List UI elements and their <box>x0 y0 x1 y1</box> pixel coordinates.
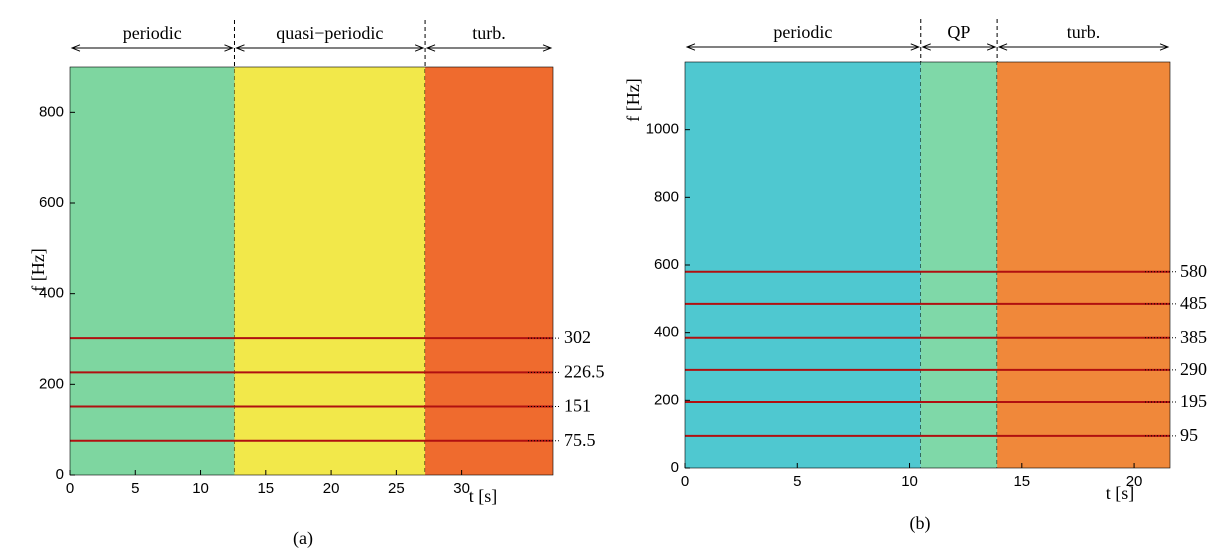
annotation-label: 580 <box>1180 261 1207 281</box>
annotation-label: 385 <box>1180 327 1207 347</box>
region-label: turb. <box>1067 22 1101 42</box>
x-tick-label: 20 <box>323 480 340 497</box>
y-axis-label: f [Hz] <box>623 78 643 121</box>
region-fill <box>997 62 1170 468</box>
caption: (b) <box>910 513 931 534</box>
region-label: QP <box>947 22 970 42</box>
region-fill <box>685 62 921 468</box>
annotation-label: 151 <box>564 396 591 416</box>
region-label: periodic <box>123 23 182 43</box>
x-tick-label: 15 <box>1013 473 1030 490</box>
y-tick-label: 200 <box>654 391 679 408</box>
y-tick-label: 0 <box>671 459 679 476</box>
y-tick-label: 400 <box>39 285 64 302</box>
y-tick-label: 200 <box>39 375 64 392</box>
x-tick-label: 5 <box>131 480 139 497</box>
x-tick-label: 0 <box>66 480 74 497</box>
region-label: periodic <box>773 22 832 42</box>
annotation-label: 195 <box>1180 391 1207 411</box>
y-tick-label: 400 <box>654 324 679 341</box>
x-tick-label: 0 <box>681 473 689 490</box>
x-tick-label: 25 <box>388 480 405 497</box>
y-tick-label: 0 <box>56 466 64 483</box>
annotation-label: 226.5 <box>564 361 605 381</box>
x-tick-label: 5 <box>793 473 801 490</box>
annotation-label: 485 <box>1180 293 1207 313</box>
x-tick-label: 20 <box>1126 473 1143 490</box>
annotation-label: 302 <box>564 327 591 347</box>
plot-frame <box>69 66 554 476</box>
y-tick-label: 800 <box>654 188 679 205</box>
x-tick-label: 10 <box>192 480 209 497</box>
region-label: quasi−periodic <box>276 23 383 43</box>
y-tick-label: 600 <box>39 194 64 211</box>
y-tick-label: 600 <box>654 256 679 273</box>
x-tick-label: 30 <box>453 480 470 497</box>
x-tick-label: 10 <box>901 473 918 490</box>
x-axis-label: t [s] <box>469 486 498 506</box>
annotation-label: 95 <box>1180 425 1198 445</box>
y-tick-label: 800 <box>39 103 64 120</box>
region-fill <box>234 67 426 475</box>
y-tick-label: 1000 <box>646 121 679 138</box>
region-label: turb. <box>472 23 506 43</box>
y-axis-label: f [Hz] <box>28 248 48 291</box>
region-fill <box>425 67 553 475</box>
annotation-label: 75.5 <box>564 430 596 450</box>
x-tick-label: 15 <box>257 480 274 497</box>
annotation-label: 290 <box>1180 359 1207 379</box>
x-axis-label: t [s] <box>1106 483 1135 503</box>
region-fill <box>70 67 235 475</box>
caption: (a) <box>293 528 313 549</box>
region-fill <box>920 62 998 468</box>
